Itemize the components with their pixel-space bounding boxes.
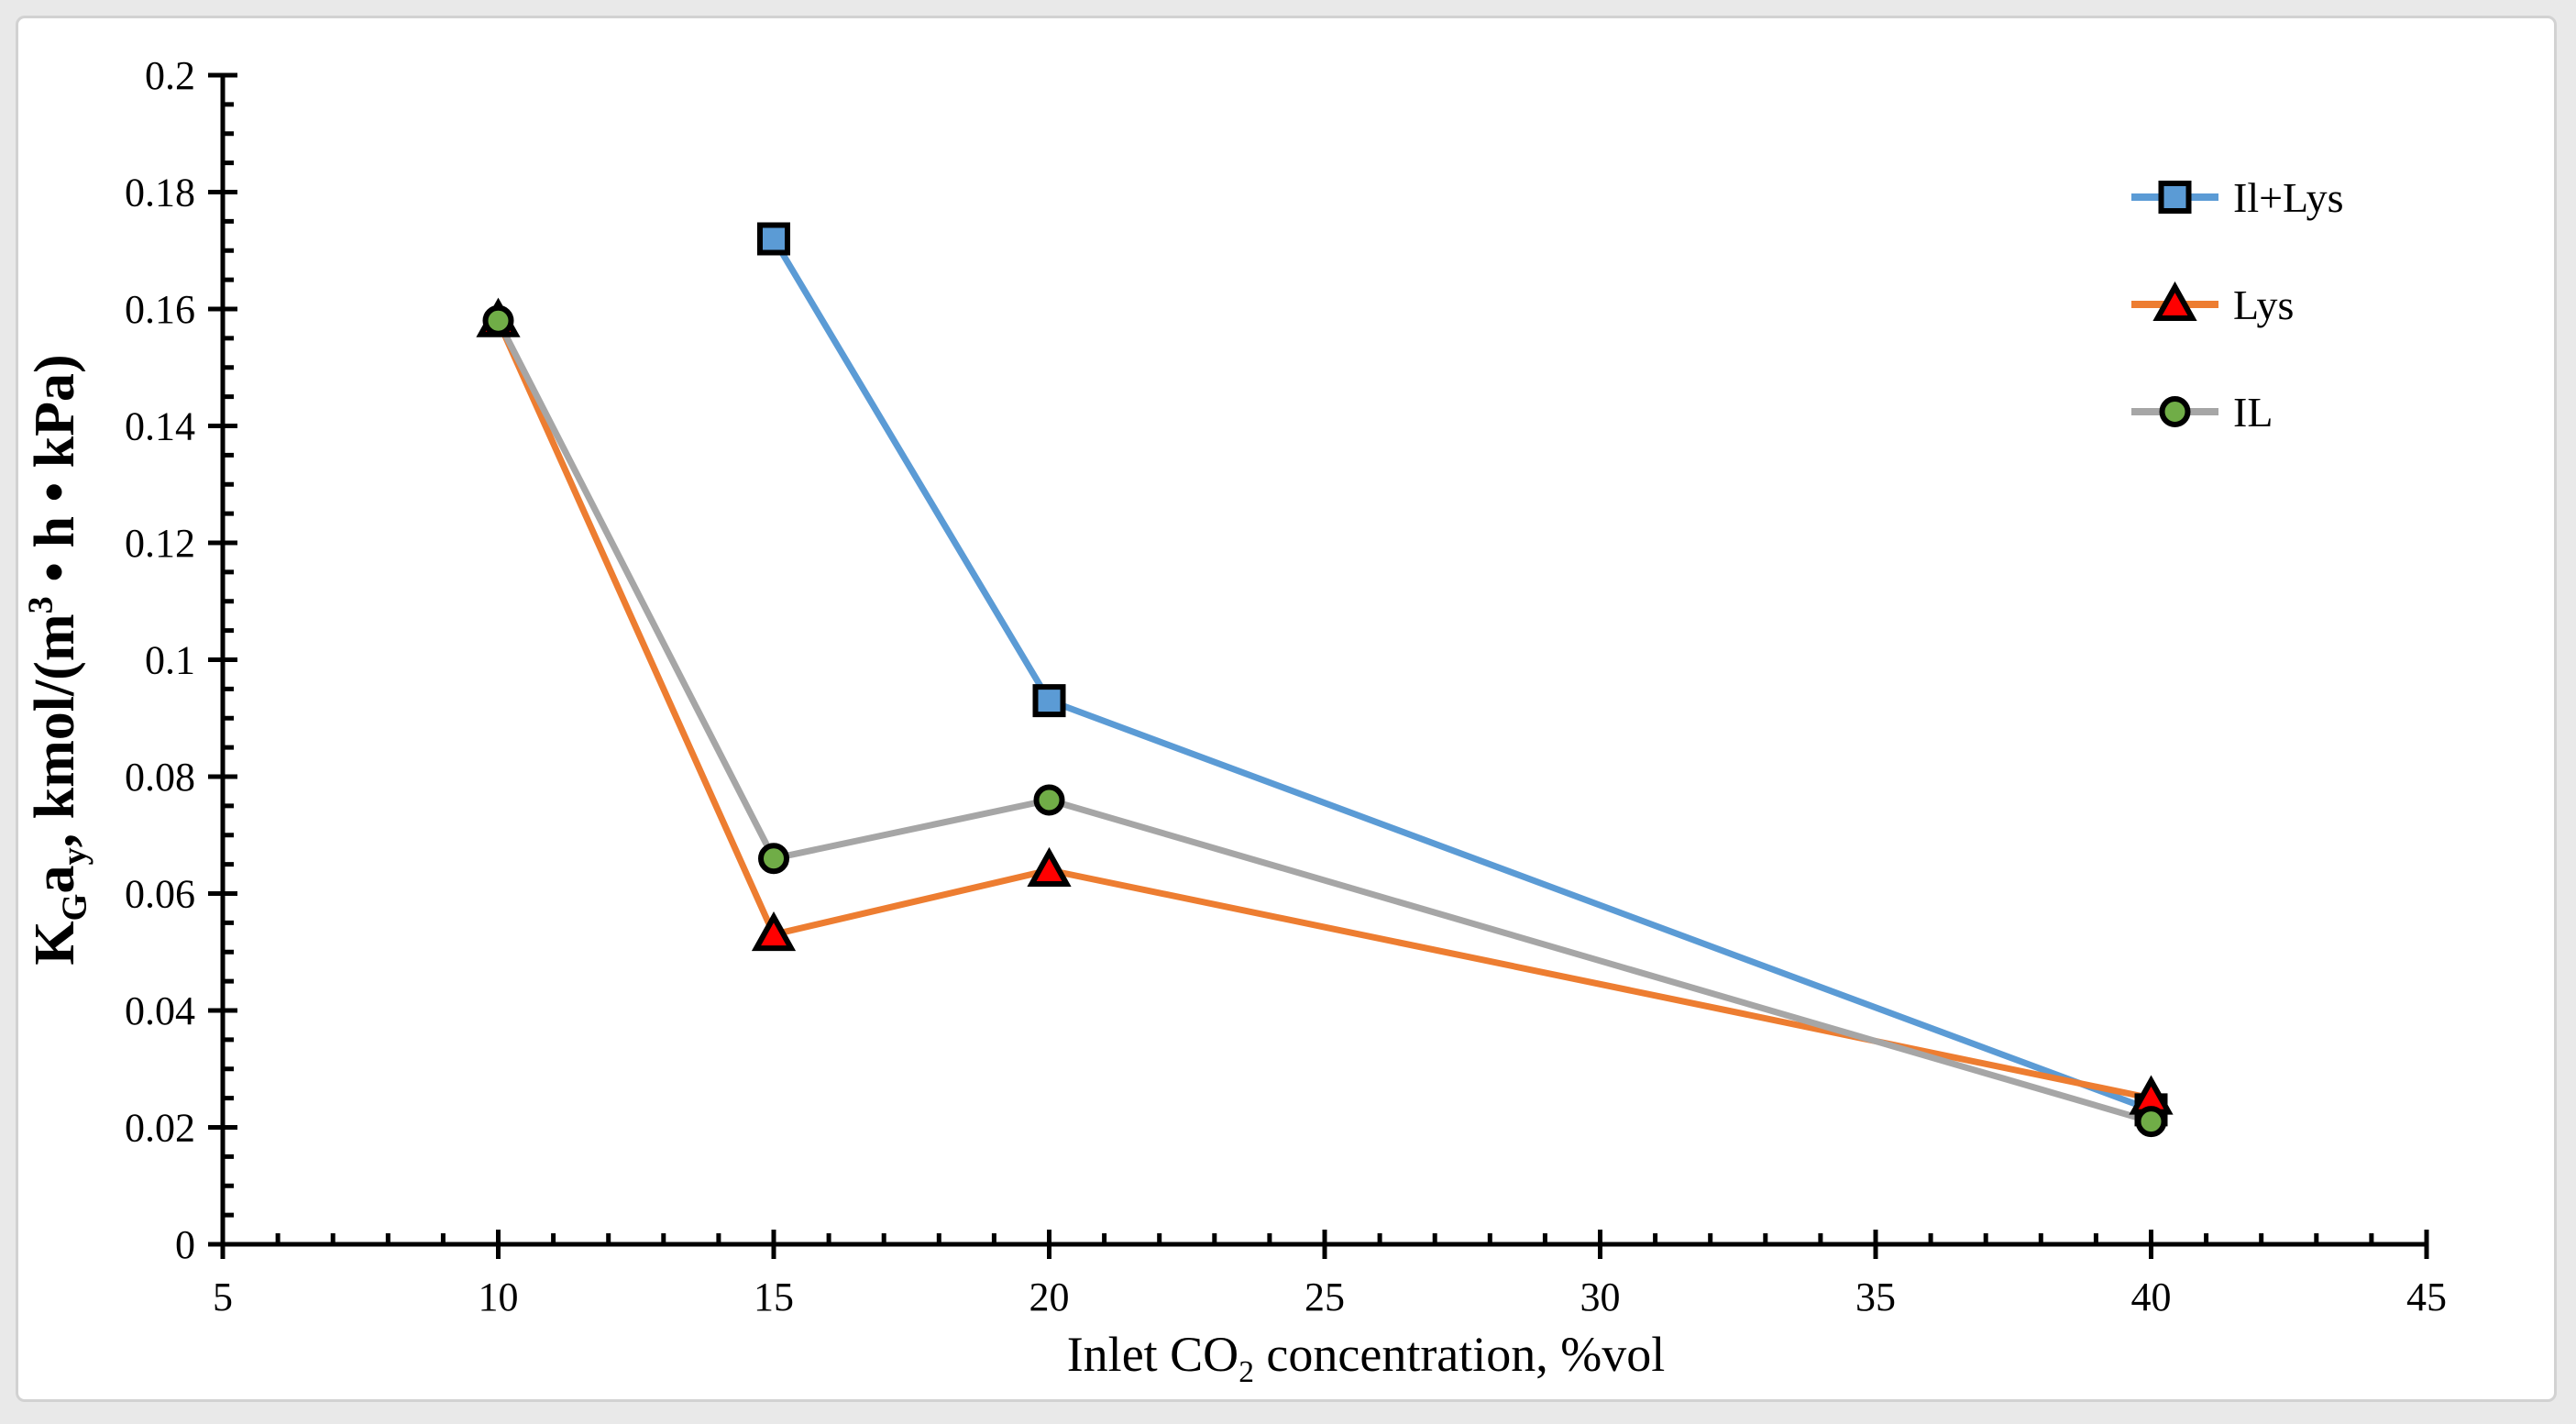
y-axis-title: KGay, kmol/(m3 • h • kPa) [21, 354, 94, 965]
x-axis-tick-label: 15 [754, 1275, 794, 1319]
y-axis-tick-label: 0 [175, 1222, 195, 1267]
marker-il-lys-1 [1032, 684, 1066, 718]
series-line-lys [495, 317, 2154, 1102]
series-line-il [495, 317, 2154, 1125]
series-line-il-lys [770, 236, 2154, 1113]
x-axis-tick-label: 40 [2131, 1275, 2172, 1319]
y-axis-tick-label: 0.08 [125, 755, 195, 800]
x-axis-tick-label: 10 [479, 1275, 519, 1319]
x-axis-tick-label: 25 [1305, 1275, 1345, 1319]
marker-il-3 [2135, 1106, 2167, 1138]
legend-item-lys: Lys [2131, 281, 2294, 328]
legend-label-il-lys: Il+Lys [2233, 174, 2344, 221]
x-axis-tick-label: 5 [213, 1275, 233, 1319]
x-axis-tick-label: 45 [2406, 1275, 2447, 1319]
x-axis-tick-label: 35 [1855, 1275, 1896, 1319]
y-axis-tick-label: 0.16 [125, 287, 195, 332]
y-axis-tick-label: 0.1 [145, 638, 195, 683]
y-axis-tick-label: 0.06 [125, 872, 195, 917]
legend-marker-il-lys [2158, 181, 2192, 214]
y-axis-tick-label: 0.04 [125, 988, 195, 1033]
y-axis-tick-label: 0.2 [145, 53, 195, 98]
legend-marker-lys [2152, 281, 2197, 321]
x-axis-title: Inlet CO2 concentration, %vol [1067, 1327, 1666, 1389]
y-axis-tick-label: 0.02 [125, 1106, 195, 1151]
legend-label-lys: Lys [2233, 281, 2294, 328]
x-axis-tick-label: 30 [1580, 1275, 1621, 1319]
legend-label-il: IL [2233, 389, 2273, 436]
legend-marker-il [2159, 396, 2191, 427]
y-axis-tick-label: 0.12 [125, 521, 195, 566]
marker-il-2 [1033, 784, 1065, 816]
marker-il-1 [758, 843, 789, 875]
marker-lys-2 [1027, 846, 1072, 887]
x-axis-tick-label: 20 [1029, 1275, 1070, 1319]
marker-il-lys-0 [757, 222, 790, 256]
y-axis-tick-label: 0.18 [125, 171, 195, 215]
legend-item-il: IL [2131, 389, 2273, 436]
figure-card [16, 16, 2557, 1402]
marker-lys-1 [751, 911, 797, 952]
y-axis-tick-label: 0.14 [125, 404, 195, 449]
marker-il-0 [482, 304, 514, 337]
